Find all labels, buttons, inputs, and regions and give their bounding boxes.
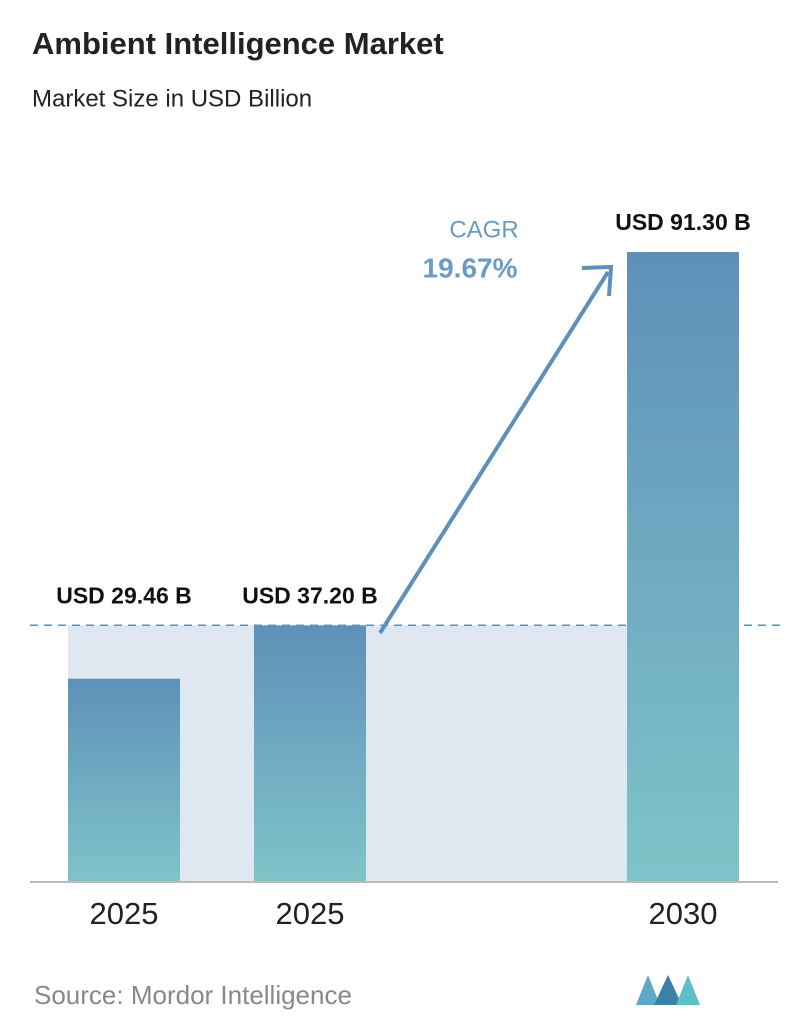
value-label: USD 29.46 B [56,582,192,608]
cagr-value: 19.67% [423,252,518,283]
chart-title: Ambient Intelligence Market [32,26,444,61]
x-tick-label: 2025 [276,896,345,931]
bar [627,252,739,882]
cagr-label: CAGR [449,216,518,243]
value-label: USD 37.20 B [242,582,378,608]
value-label: USD 91.30 B [615,209,751,235]
bar [68,678,180,882]
logo [636,975,700,1005]
source: Source: Mordor Intelligence [34,980,352,1010]
cagr-arrow [378,270,610,635]
x-tick-label: 2025 [90,896,159,931]
x-tick-label: 2030 [649,896,718,931]
chart-subtitle: Market Size in USD Billion [32,85,312,112]
bar [254,625,366,882]
plot-area [30,252,780,883]
cagr-arrow-head [581,264,614,297]
